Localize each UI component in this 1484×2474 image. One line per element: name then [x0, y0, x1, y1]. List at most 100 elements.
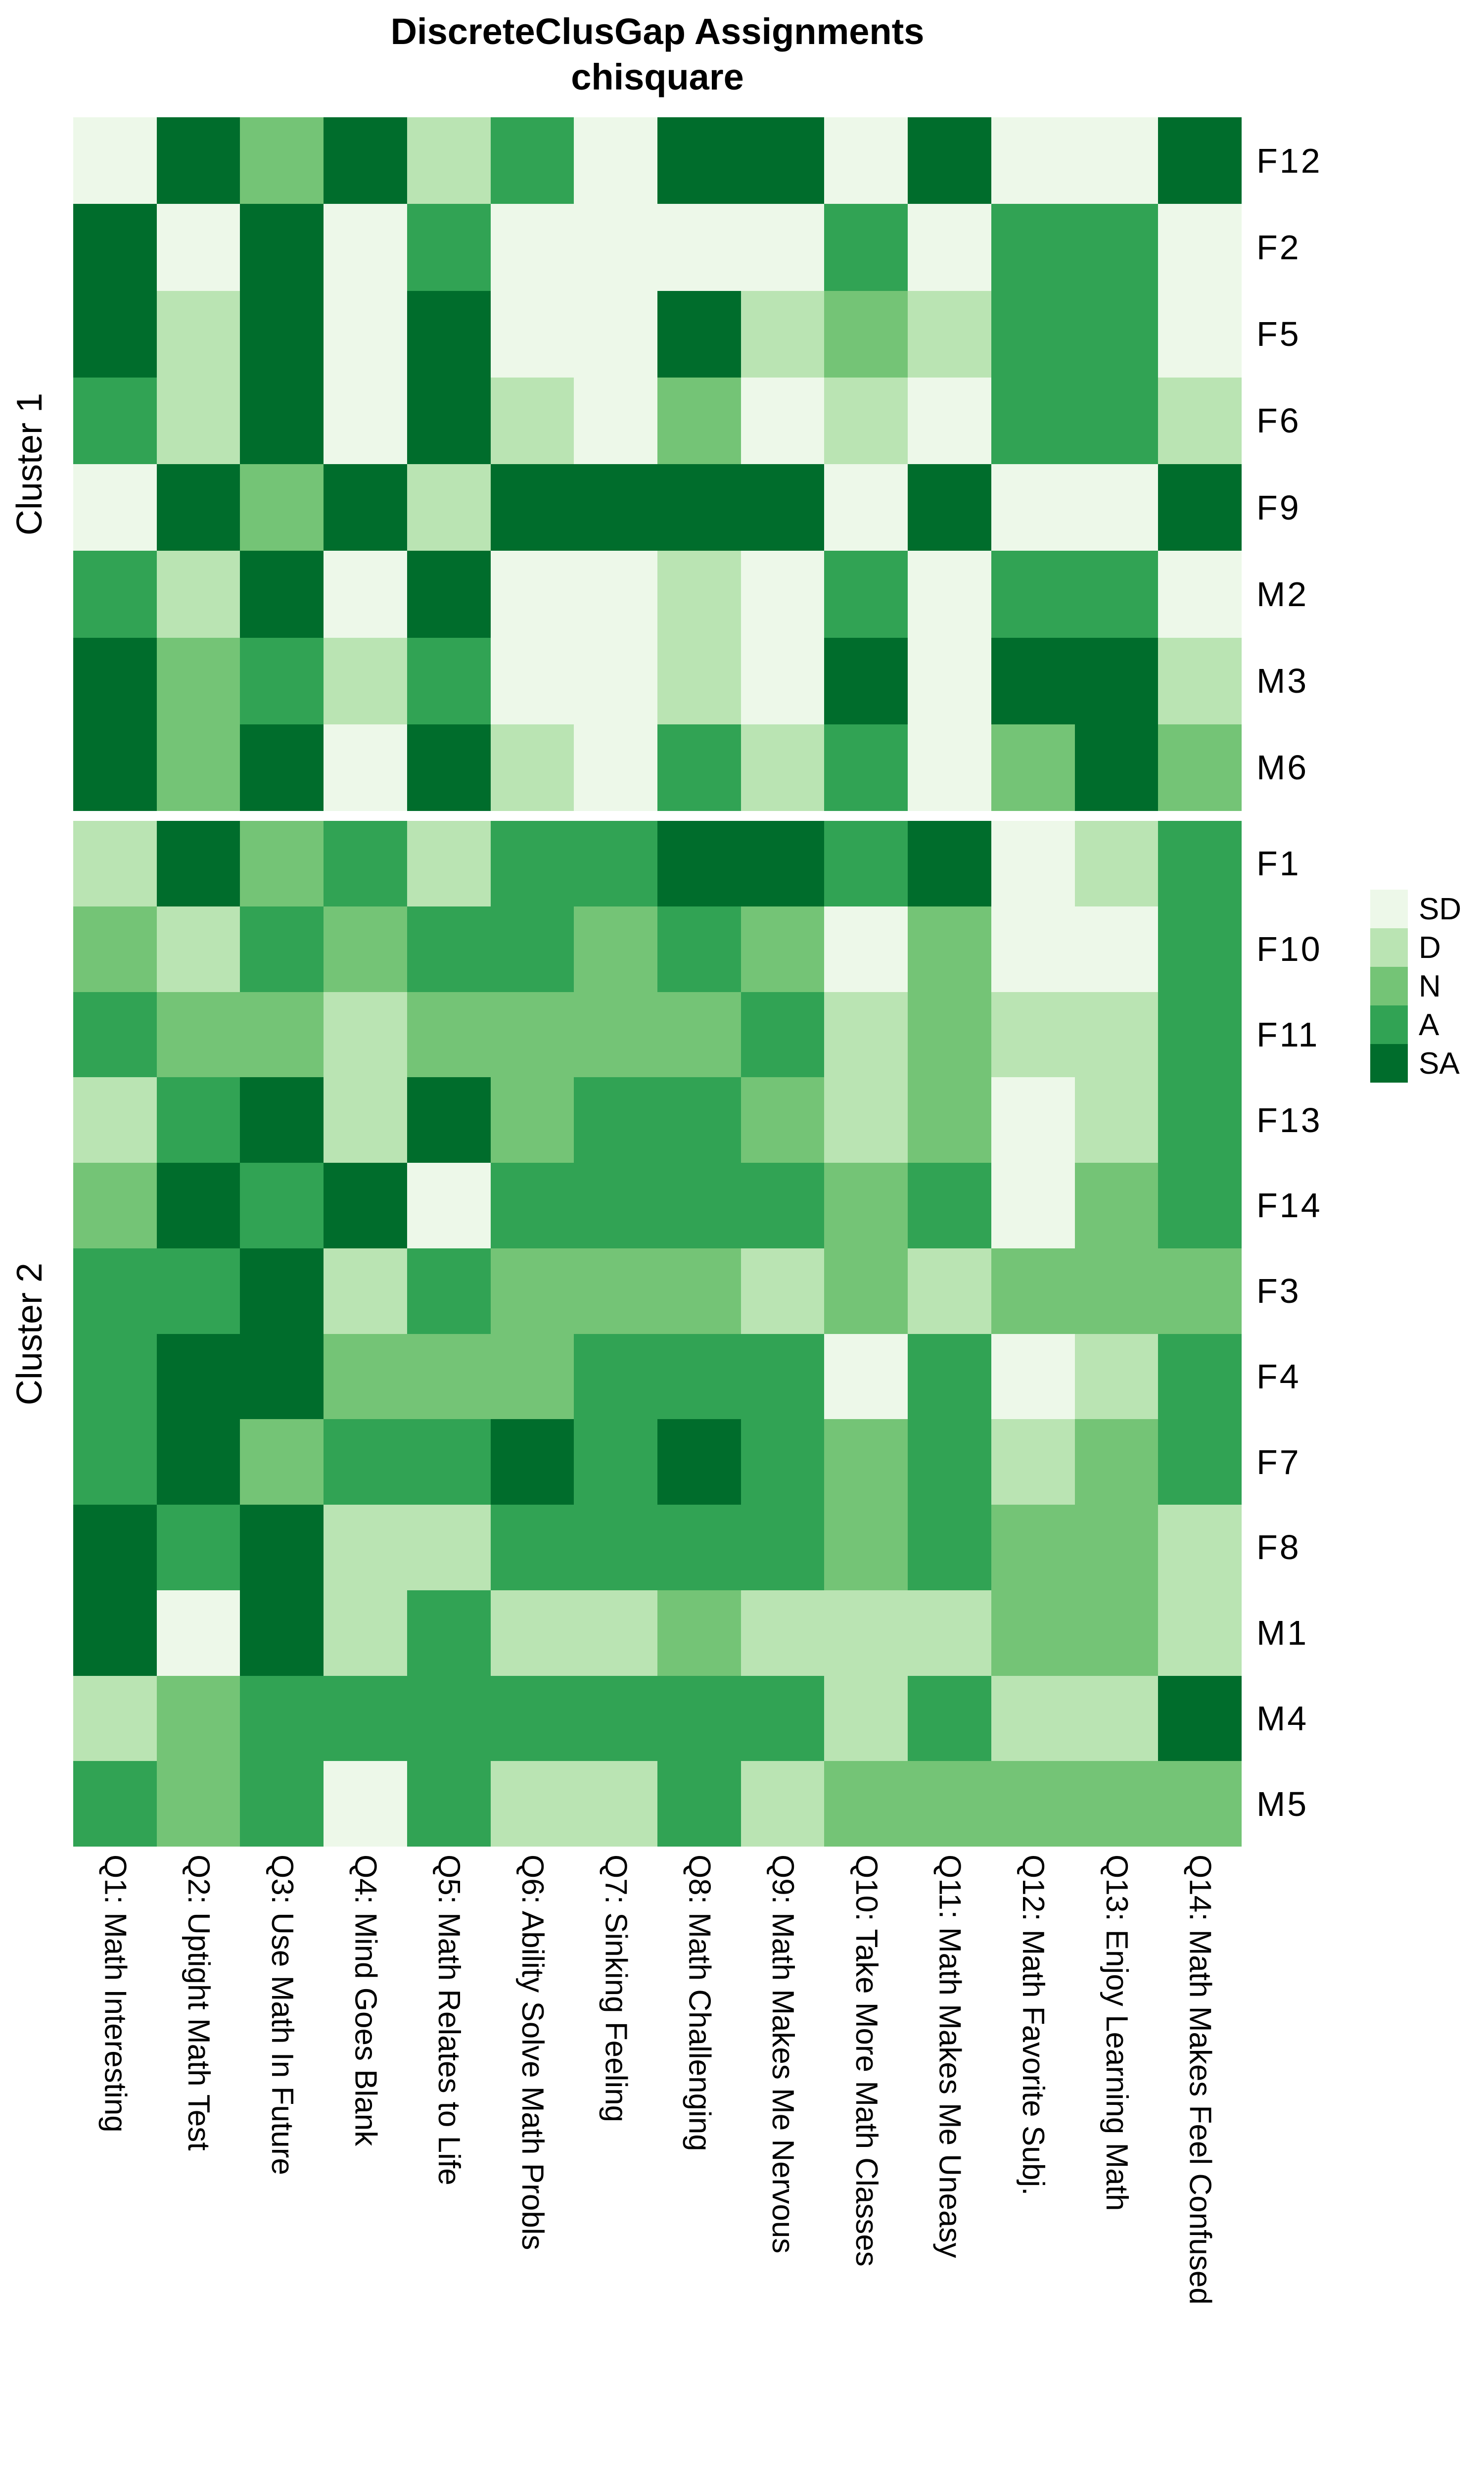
column-label: Q12: Math Favorite Subj.	[1016, 1855, 1051, 2196]
heatmap-cell	[657, 1163, 741, 1248]
heatmap-cell	[490, 464, 574, 551]
heatmap-cell	[574, 1333, 657, 1420]
heatmap-cell	[991, 1675, 1075, 1761]
heatmap-cell	[657, 1590, 741, 1676]
heatmap-cell	[1074, 906, 1159, 992]
column-label: Q10: Take More Math Classes	[849, 1855, 883, 2267]
heatmap-cell	[324, 1419, 407, 1505]
heatmap-cell	[73, 637, 157, 724]
heatmap-cell	[574, 637, 657, 724]
heatmap-cell	[240, 1505, 324, 1590]
heatmap-cell	[574, 1248, 657, 1334]
heatmap-cell	[908, 724, 991, 811]
heatmap-cell	[1074, 1248, 1159, 1334]
heatmap-cell	[1074, 1675, 1159, 1761]
heatmap-cell	[324, 637, 407, 724]
row-label: F3	[1256, 1272, 1301, 1311]
heatmap-cell	[574, 1077, 657, 1163]
heatmap-cell	[324, 906, 407, 992]
heatmap-cell	[657, 906, 741, 992]
heatmap-cell	[574, 724, 657, 811]
heatmap-cell	[908, 551, 991, 638]
heatmap-cell	[1074, 377, 1159, 464]
heatmap-cell	[824, 1761, 908, 1847]
heatmap-cell	[824, 1590, 908, 1676]
heatmap-cell	[240, 290, 324, 378]
heatmap-cell	[1158, 906, 1242, 992]
legend-swatch-sa	[1370, 1044, 1408, 1083]
heatmap-cell	[1158, 637, 1242, 724]
column-label: Q4: Mind Goes Blank	[348, 1855, 383, 2146]
heatmap-cell	[324, 821, 407, 906]
heatmap-cell	[824, 551, 908, 638]
heatmap-cell	[657, 1248, 741, 1334]
heatmap-cell	[240, 821, 324, 906]
heatmap-cell	[156, 1761, 240, 1847]
legend-item: SA	[1370, 1044, 1461, 1083]
heatmap-cell	[657, 1077, 741, 1163]
heatmap-cell	[73, 1675, 157, 1761]
legend-label: SA	[1419, 1046, 1460, 1081]
heatmap-cell	[73, 1590, 157, 1676]
row-label: F14	[1256, 1186, 1322, 1225]
heatmap-cell	[407, 1675, 491, 1761]
heatmap-cell	[991, 724, 1075, 811]
heatmap-cell	[741, 724, 825, 811]
row-label: M4	[1256, 1699, 1309, 1738]
heatmap-cell	[574, 1163, 657, 1248]
heatmap-cell	[741, 1077, 825, 1163]
heatmap-cell	[657, 290, 741, 378]
heatmap-cell	[156, 1248, 240, 1334]
heatmap-cell	[490, 551, 574, 638]
heatmap-cell	[324, 464, 407, 551]
heatmap-cell	[657, 821, 741, 906]
heatmap-cell	[240, 637, 324, 724]
heatmap-cell	[490, 821, 574, 906]
heatmap-cell	[657, 551, 741, 638]
heatmap-cell	[156, 992, 240, 1078]
heatmap-cell	[324, 992, 407, 1078]
heatmap-cell	[657, 377, 741, 464]
heatmap-cell	[908, 1419, 991, 1505]
heatmap-cell	[908, 117, 991, 204]
heatmap-cell	[824, 992, 908, 1078]
heatmap-cell	[490, 1333, 574, 1420]
heatmap-cell	[991, 1248, 1075, 1334]
row-axis-labels-cluster-1: F12 F2 F5 F6 F9 M2 M3 M6	[1256, 117, 1474, 811]
row-label: M6	[1256, 748, 1309, 787]
heatmap-cell	[991, 906, 1075, 992]
heatmap-cell	[657, 204, 741, 291]
heatmap-cell	[741, 906, 825, 992]
legend-item: D	[1370, 928, 1461, 967]
heatmap-cell	[1158, 724, 1242, 811]
heatmap-cell	[490, 992, 574, 1078]
heatmap-cell	[1158, 992, 1242, 1078]
heatmap-cell	[1158, 1761, 1242, 1847]
heatmap-cell	[490, 204, 574, 291]
heatmap-cell	[156, 1419, 240, 1505]
heatmap-cell	[991, 117, 1075, 204]
heatmap-cell	[908, 290, 991, 378]
heatmap-cell	[73, 724, 157, 811]
row-label: F11	[1256, 1015, 1320, 1054]
heatmap-cell	[156, 1675, 240, 1761]
heatmap-cell	[407, 464, 491, 551]
heatmap-cell	[1158, 1675, 1242, 1761]
heatmap-cell	[657, 464, 741, 551]
heatmap-cell	[324, 724, 407, 811]
heatmap-cell	[824, 377, 908, 464]
heatmap-cell	[741, 1248, 825, 1334]
heatmap-cell	[407, 1419, 491, 1505]
heatmap-cell	[156, 377, 240, 464]
legend-swatch-n	[1370, 967, 1408, 1005]
row-label: F5	[1256, 315, 1301, 354]
heatmap-cell	[824, 290, 908, 378]
heatmap-cell	[156, 724, 240, 811]
heatmap-cell	[407, 637, 491, 724]
heatmap-cell	[908, 1248, 991, 1334]
column-label: Q3: Use Math In Future	[265, 1855, 299, 2175]
heatmap-cell	[574, 1675, 657, 1761]
heatmap-cell	[657, 1419, 741, 1505]
heatmap-cell	[1074, 1761, 1159, 1847]
row-label: F9	[1256, 488, 1301, 527]
